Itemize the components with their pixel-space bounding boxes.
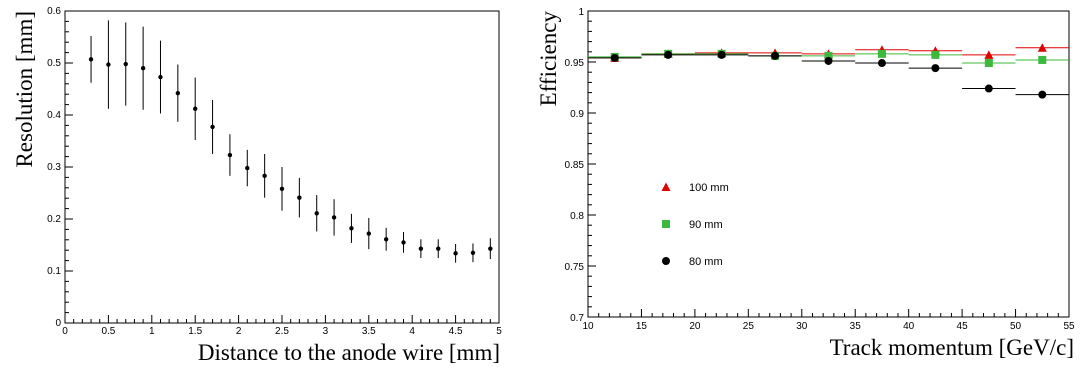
legend-label: 100 mm [689, 182, 729, 194]
x-tick-label: 3 [323, 326, 329, 337]
y-tick-label: 0.7 [570, 313, 584, 324]
data-point [436, 246, 441, 251]
legend-marker [662, 220, 670, 228]
data-point [877, 49, 886, 58]
y-tick-label: 0.3 [47, 162, 61, 173]
y-tick-label: 0.9 [570, 109, 584, 120]
legend-marker [662, 257, 670, 265]
y-tick-label: 0.5 [47, 58, 61, 69]
x-tick-label: 4 [409, 326, 415, 337]
x-tick-label: 1.5 [188, 326, 202, 337]
data-point [488, 246, 493, 251]
efficiency-chart: 10 15 20 25 30 35 40 45 50 55 0.7 0.75 0.8 0.85 0.9 0.9… [536, 7, 1075, 360]
data-point [88, 57, 94, 62]
data-point [877, 59, 886, 68]
legend-marker [661, 182, 671, 191]
data-point [227, 152, 233, 158]
x-tick-label: 5 [496, 326, 502, 337]
y-tick-label: 0 [55, 318, 61, 329]
data-point [106, 62, 111, 67]
data-point [470, 250, 476, 255]
data-point [193, 106, 198, 111]
x-axis-title: Distance to the anode wire [mm] [198, 340, 500, 365]
data-point [610, 53, 619, 62]
data-point [771, 51, 780, 60]
x-tick-label: 0.5 [101, 326, 115, 337]
data-point [1037, 43, 1047, 52]
data-point [349, 226, 354, 231]
data-point [297, 195, 302, 200]
data-point [1038, 55, 1047, 64]
data-point [931, 64, 940, 73]
x-tick-label: 20 [689, 321, 701, 332]
data-point [664, 50, 673, 59]
x-tick-label: 50 [1010, 321, 1022, 332]
data-point [931, 50, 940, 59]
y-tick-label: 0.4 [47, 110, 61, 121]
data-point [175, 90, 181, 96]
x-tick-label: 10 [582, 321, 594, 332]
axis-ticks: 10 15 20 25 30 35 40 45 50 55 0.7 0.75 0.8 0.85 0.9 0.9… [565, 7, 1075, 332]
data-point [401, 240, 406, 245]
legend-label: 80 mm [689, 256, 723, 268]
data-point [210, 124, 215, 130]
x-tick-label: 55 [1063, 321, 1075, 332]
x-tick-label: 2.5 [275, 326, 289, 337]
data-point [717, 50, 726, 59]
y-axis-title: Resolution [mm] [12, 11, 37, 168]
data-point [984, 59, 993, 68]
data-point [366, 231, 371, 236]
data-point [245, 165, 250, 171]
y-tick-label: 0.95 [565, 58, 585, 69]
data-point [140, 66, 146, 71]
data-point [984, 84, 993, 93]
y-axis-title: Efficiency [536, 11, 561, 107]
legend-label: 90 mm [689, 219, 723, 231]
data-point [383, 237, 389, 242]
data-points [88, 20, 493, 263]
resolution-chart: 0 0.5 1 1.5 2 2.5 3 3.5 4 4.5 5 0 0.1 0.2 0.3 0.4 0.5 0.6… [12, 6, 502, 365]
x-tick-label: 3.5 [362, 326, 376, 337]
data-point [262, 173, 267, 179]
x-tick-label: 35 [850, 321, 862, 332]
y-tick-label: 0.85 [565, 160, 585, 171]
y-tick-label: 0.6 [47, 6, 61, 17]
x-tick-label: 2 [236, 326, 242, 337]
data-point [331, 215, 337, 220]
data-points [588, 43, 1069, 99]
x-tick-label: 25 [743, 321, 755, 332]
x-tick-label: 40 [903, 321, 915, 332]
y-tick-label: 1 [578, 7, 584, 18]
data-point [158, 74, 163, 80]
data-point [824, 51, 833, 60]
data-point [418, 246, 424, 251]
data-point [314, 211, 319, 216]
x-tick-label: 30 [796, 321, 808, 332]
data-point [1038, 90, 1047, 99]
y-tick-label: 0.2 [47, 214, 61, 225]
data-point [824, 56, 833, 65]
data-point [279, 186, 285, 192]
data-point [453, 251, 458, 256]
x-tick-label: 1 [149, 326, 155, 337]
data-point [984, 50, 994, 59]
x-tick-label: 15 [636, 321, 648, 332]
axis-ticks: 0 0.5 1 1.5 2 2.5 3 3.5 4 4.5 5 0 0.1 0.2 0.3 0.4 0.5 0.6 [47, 6, 502, 337]
x-tick-label: 0 [62, 326, 68, 337]
legend: 100 mm 90 mm 80 mm [661, 182, 729, 268]
data-point [123, 61, 128, 67]
y-tick-label: 0.75 [565, 262, 585, 273]
x-tick-label: 45 [957, 321, 969, 332]
y-tick-label: 0.8 [570, 211, 584, 222]
x-tick-label: 4.5 [449, 326, 463, 337]
x-axis-title: Track momentum [GeV/c] [830, 335, 1074, 360]
y-tick-label: 0.1 [47, 266, 61, 277]
